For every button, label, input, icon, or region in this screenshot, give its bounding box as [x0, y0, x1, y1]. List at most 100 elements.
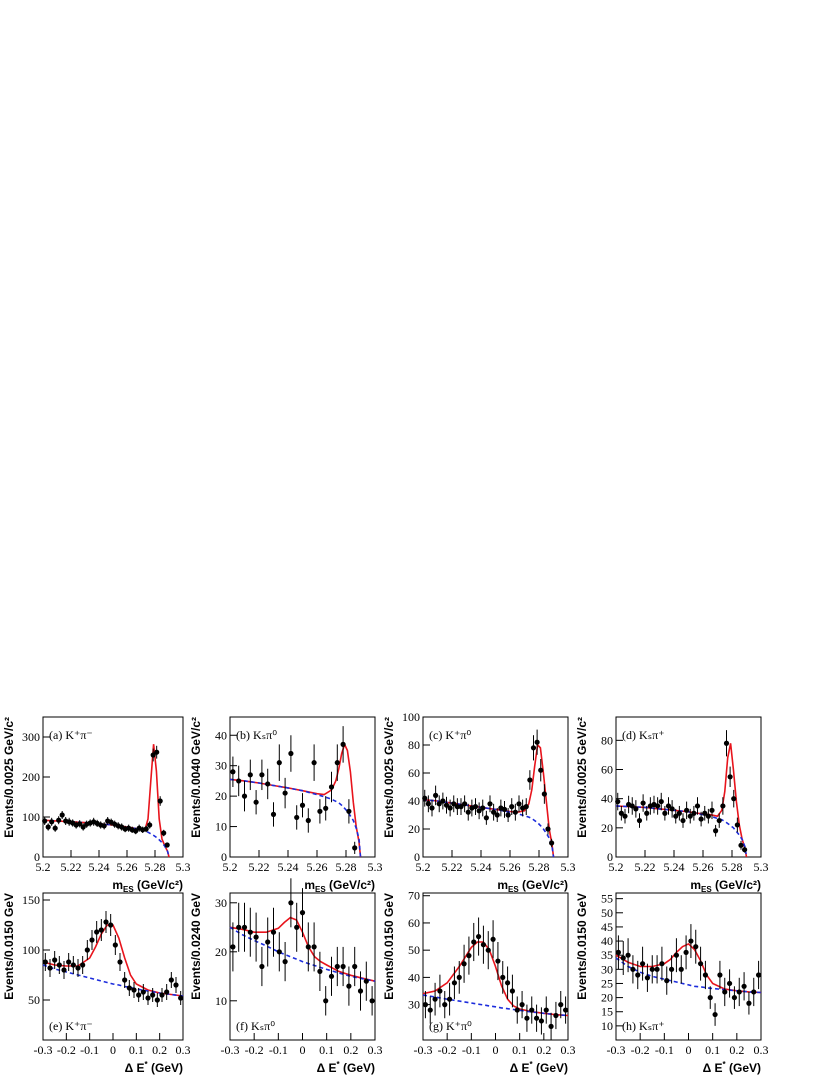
y-tick-label: 60 [408, 766, 420, 780]
x-label-sub: ES [701, 885, 712, 894]
x-tick-label: -0.3 [607, 1043, 626, 1057]
data-point [247, 929, 253, 935]
data-point [323, 998, 329, 1004]
data-point [259, 772, 265, 778]
data-point [691, 810, 697, 816]
data-point [512, 809, 518, 815]
data-point [117, 959, 123, 965]
data-point [294, 814, 300, 821]
x-tick-label: 0.3 [176, 1043, 191, 1057]
data-point [346, 983, 352, 989]
y-axis-label: Events/0.0150 GeV [382, 893, 396, 1000]
data-point [270, 811, 277, 817]
x-axis-label: Δ E* (GeV) [510, 1060, 568, 1075]
x-tick-label: 0 [300, 1043, 306, 1057]
y-tick-label: 60 [408, 916, 420, 930]
y-tick-label: 20 [215, 945, 227, 959]
x-tick-label: -0.2 [245, 1043, 264, 1057]
data-point [751, 989, 757, 995]
data-point [722, 989, 728, 995]
x-label-rest: (GeV/c²) [326, 878, 375, 892]
data-point [659, 961, 665, 967]
x-label-sup: * [723, 1060, 727, 1069]
x-tick-label: 0 [493, 1043, 499, 1057]
data-point [265, 781, 271, 787]
data-point [639, 961, 646, 967]
x-label-main: m [690, 878, 701, 892]
x-label-main: m [112, 878, 123, 892]
x-tick-label: -0.1 [80, 1043, 99, 1057]
data-point [519, 1002, 525, 1008]
y-tick-label: 0 [607, 850, 613, 864]
data-point [440, 798, 446, 804]
data-point [49, 819, 55, 825]
data-point [461, 961, 467, 967]
frame [229, 716, 376, 858]
y-tick-label: 55 [601, 892, 613, 906]
y-tick-label: 15 [601, 1005, 613, 1019]
x-tick-label: 0.3 [368, 1043, 383, 1057]
data-point [734, 822, 740, 828]
data-point [154, 997, 160, 1003]
data-point [422, 795, 428, 801]
data-point [150, 992, 156, 998]
x-tick-label: 5.2 [223, 860, 238, 874]
data-point [103, 919, 109, 925]
data-point [633, 806, 639, 812]
data-point [697, 961, 704, 967]
data-point [173, 982, 179, 988]
data-point [52, 825, 58, 831]
data-point [673, 952, 680, 958]
data-point [433, 792, 439, 799]
data-point [688, 938, 694, 944]
x-tick-label: 5.24 [664, 860, 685, 874]
fit-curve [229, 742, 362, 858]
data-point [230, 944, 236, 950]
x-tick-label: 5.3 [368, 860, 383, 874]
x-tick-label: 0.1 [319, 1043, 334, 1057]
data-point [143, 826, 149, 832]
data-point [501, 806, 508, 813]
data-point [154, 749, 160, 755]
data-point [328, 784, 335, 790]
data-point [253, 934, 259, 940]
x-tick-label: 5.24 [278, 860, 299, 874]
data-point [323, 805, 329, 811]
y-axis-label: Events/0.0150 GeV [575, 893, 589, 1000]
x-label-main: Δ E [125, 1061, 145, 1075]
data-point [98, 927, 104, 933]
data-point [334, 760, 340, 766]
data-point [654, 966, 660, 972]
data-point [534, 739, 540, 745]
x-label-main: Δ E [703, 1061, 723, 1075]
x-label-sup: * [337, 1060, 341, 1069]
data-point [483, 815, 489, 821]
data-point [66, 959, 72, 965]
data-point [504, 980, 511, 986]
data-point [727, 774, 733, 780]
y-axis-label: Events/0.0150 GeV [2, 893, 16, 1000]
data-point [230, 769, 236, 775]
y-tick-label: 300 [22, 730, 40, 744]
data-point [678, 966, 684, 972]
data-point [241, 793, 248, 799]
y-tick-label: 35 [601, 948, 613, 962]
data-point [363, 978, 369, 984]
fit-curve [42, 744, 170, 858]
x-tick-label: -0.1 [655, 1043, 674, 1057]
data-point [538, 767, 544, 773]
x-label-rest: (GeV) [726, 1061, 761, 1075]
y-tick-label: 0 [34, 850, 40, 864]
data-point [56, 817, 62, 823]
y-tick-label: 30 [601, 962, 613, 976]
data-point [553, 1012, 559, 1019]
y-tick-label: 0 [221, 850, 227, 864]
y-tick-label: 70 [408, 889, 420, 903]
y-tick-label: 100 [402, 710, 420, 724]
data-point [746, 1000, 752, 1006]
x-label-main: Δ E [317, 1061, 337, 1075]
data-point [629, 803, 635, 809]
panel-label: (e) K⁺π⁻ [49, 1019, 93, 1033]
data-point [662, 810, 668, 816]
data-point [475, 933, 482, 940]
